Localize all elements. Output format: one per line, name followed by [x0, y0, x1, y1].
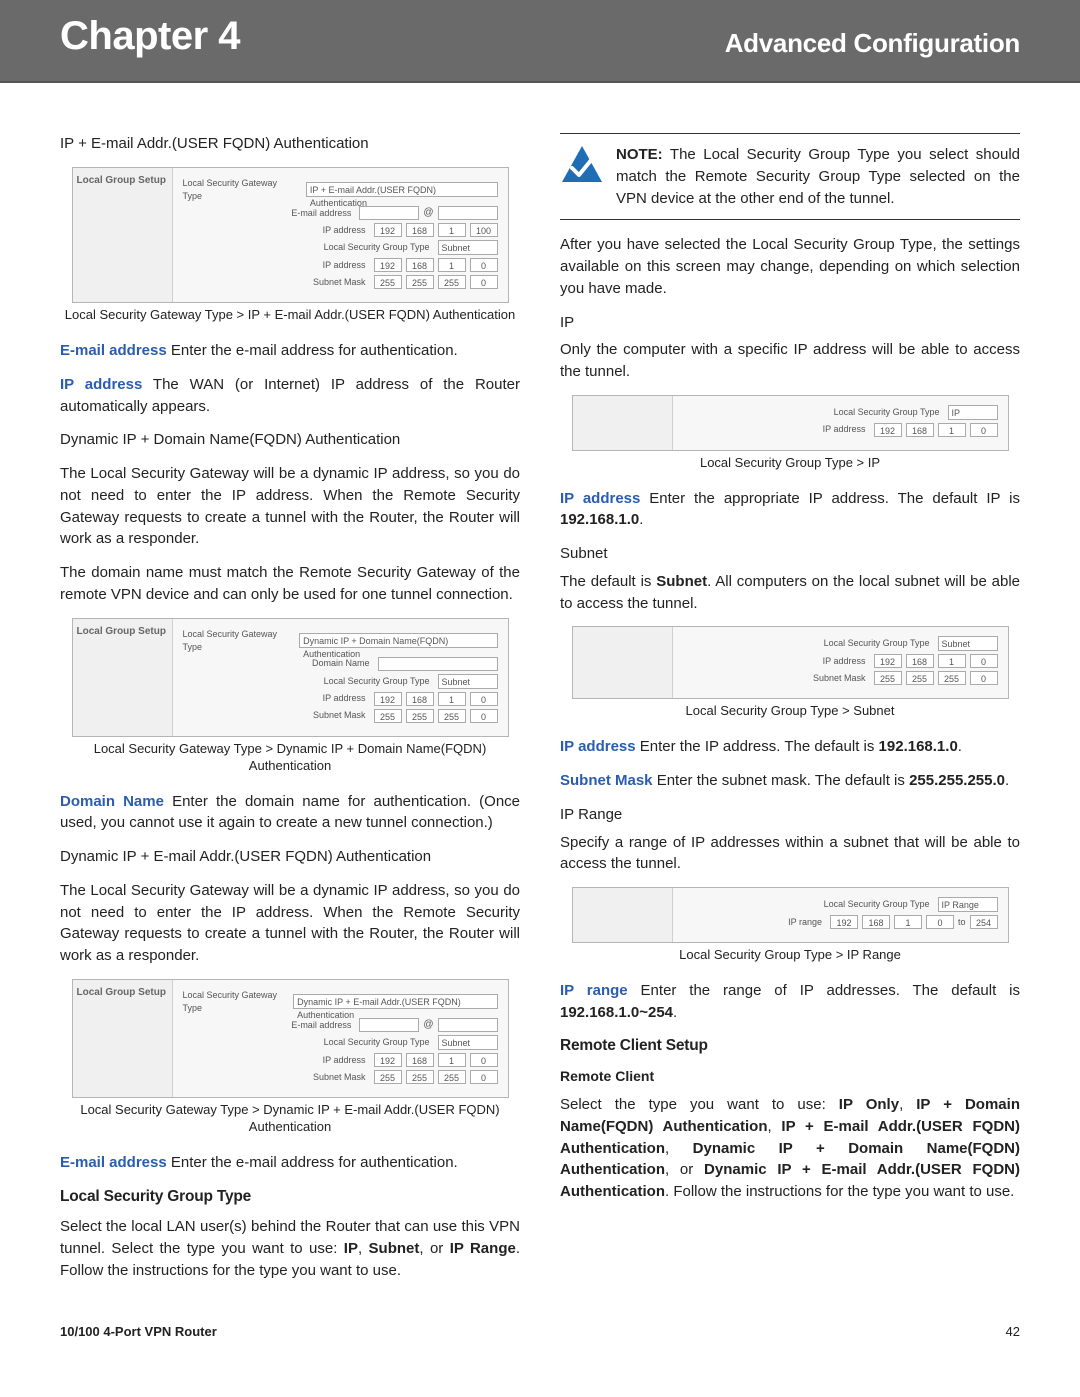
subsection-heading: Remote Client [560, 1066, 1020, 1086]
paragraph: Only the computer with a specific IP add… [560, 339, 1020, 383]
paragraph: The Local Security Gateway will be a dyn… [60, 463, 520, 550]
paragraph: The Local Security Gateway will be a dyn… [60, 880, 520, 967]
config-screenshot-2: Local Group Setup Local Security Gateway… [72, 618, 509, 737]
panel-title: Local Group Setup [73, 168, 173, 303]
subsection-heading: Local Security Group Type [60, 1186, 520, 1208]
config-screenshot-range: Local Security Group TypeIP Range IP ran… [572, 887, 1009, 943]
config-screenshot-3: Local Group Setup Local Security Gateway… [72, 979, 509, 1099]
caption: Local Security Gateway Type > Dynamic IP… [60, 741, 520, 775]
paragraph: Dynamic IP + E-mail Addr.(USER FQDN) Aut… [60, 846, 520, 868]
config-screenshot-1: Local Group Setup Local Security Gateway… [72, 167, 509, 304]
page-number: 42 [1006, 1324, 1020, 1339]
caption: Local Security Group Type > IP Range [560, 947, 1020, 964]
caption: Local Security Gateway Type > Dynamic IP… [60, 1102, 520, 1136]
content-columns: IP + E-mail Addr.(USER FQDN) Authenticat… [0, 83, 1080, 1294]
paragraph: Select the type you want to use: IP Only… [560, 1094, 1020, 1203]
caption: Local Security Group Type > Subnet [560, 703, 1020, 720]
paragraph: Select the local LAN user(s) behind the … [60, 1216, 520, 1281]
paragraph: Specify a range of IP addresses within a… [560, 832, 1020, 876]
caption: Local Security Gateway Type > IP + E-mai… [60, 307, 520, 324]
paragraph: IP address Enter the IP address. The def… [560, 736, 1020, 758]
left-column: IP + E-mail Addr.(USER FQDN) Authenticat… [60, 133, 520, 1294]
paragraph: After you have selected the Local Securi… [560, 234, 1020, 299]
chapter-label: Chapter 4 [60, 14, 240, 59]
note-text: NOTE: The Local Security Group Type you … [616, 144, 1020, 209]
paragraph: Subnet Mask Enter the subnet mask. The d… [560, 770, 1020, 792]
config-screenshot-ip: Local Security Group TypeIP IP address19… [572, 395, 1009, 451]
right-column: NOTE: The Local Security Group Type you … [560, 133, 1020, 1294]
paragraph: The default is Subnet. All computers on … [560, 571, 1020, 615]
paragraph: The domain name must match the Remote Se… [60, 562, 520, 606]
subsection-heading: Remote Client Setup [560, 1035, 1020, 1057]
sub-label: IP Range [560, 804, 1020, 826]
product-name: 10/100 4-Port VPN Router [60, 1324, 217, 1339]
paragraph: Domain Name Enter the domain name for au… [60, 791, 520, 835]
paragraph: Dynamic IP + Domain Name(FQDN) Authentic… [60, 429, 520, 451]
page-footer: 10/100 4-Port VPN Router 42 [0, 1294, 1080, 1359]
sub-label: Subnet [560, 543, 1020, 565]
header-title: Advanced Configuration [725, 28, 1020, 59]
page-header: Chapter 4 Advanced Configuration [0, 0, 1080, 83]
note-box: NOTE: The Local Security Group Type you … [560, 133, 1020, 220]
paragraph: IP address Enter the appropriate IP addr… [560, 488, 1020, 532]
sub-label: IP [560, 312, 1020, 334]
config-screenshot-subnet: Local Security Group TypeSubnet IP addre… [572, 626, 1009, 699]
paragraph: IP range Enter the range of IP addresses… [560, 980, 1020, 1024]
paragraph: IP address The WAN (or Internet) IP addr… [60, 374, 520, 418]
panel-title: Local Group Setup [73, 980, 173, 1098]
paragraph: E-mail address Enter the e-mail address … [60, 1152, 520, 1174]
caption: Local Security Group Type > IP [560, 455, 1020, 472]
paragraph: E-mail address Enter the e-mail address … [60, 340, 520, 362]
checkmark-icon [560, 144, 604, 188]
panel-title: Local Group Setup [73, 619, 173, 736]
section-heading: IP + E-mail Addr.(USER FQDN) Authenticat… [60, 133, 520, 155]
